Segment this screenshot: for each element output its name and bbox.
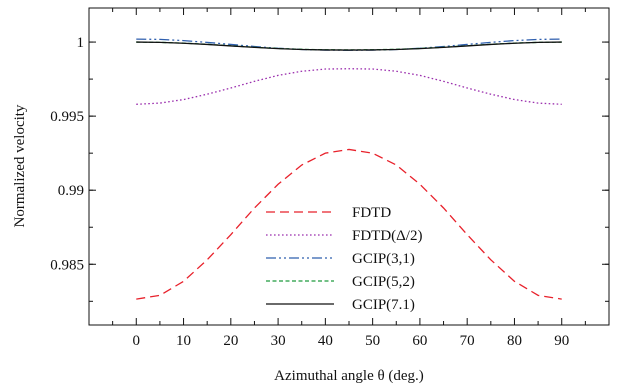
x-tick-label: 50: [365, 333, 380, 349]
series-line-gcip-5-2: [136, 41, 562, 51]
y-tick-label: 1: [77, 35, 85, 51]
x-tick-label: 90: [554, 333, 569, 349]
series-layer: [136, 38, 562, 300]
series-line-fdtd: [136, 148, 562, 300]
series-line-fdtd-2: [136, 68, 562, 105]
x-tick-label: 10: [176, 333, 191, 349]
x-axis-label: Azimuthal angle θ (deg.): [274, 368, 424, 384]
axes-frame: [88, 7, 610, 326]
legend-label: FDTD: [352, 205, 391, 221]
series-line-gcip-7-1: [136, 41, 562, 51]
x-tick-label: 20: [223, 333, 238, 349]
y-tick-label: 0.985: [50, 257, 84, 273]
x-tick-label: 80: [507, 333, 522, 349]
y-axis-label: Normalized velocity: [12, 104, 28, 227]
x-tick-label: 40: [318, 333, 333, 349]
x-tick-label: 30: [271, 333, 286, 349]
plot-area-border: [88, 7, 610, 326]
y-tick-label: 0.99: [58, 183, 84, 199]
ticks-group: 0 10 20 30 40 50 60 70 80 90 0.985 0.99 0.995 1: [50, 8, 609, 349]
legend-label: GCIP(7.1): [352, 297, 415, 313]
y-tick-label: 0.995: [50, 109, 84, 125]
x-tick-label: 60: [412, 333, 427, 349]
legend-label: GCIP(3,1): [352, 251, 415, 267]
x-tick-label: 70: [460, 333, 475, 349]
legend: FDTD FDTD(Δ/2) GCIP(3,1) GCIP(5,2) GCIP(7.1): [266, 205, 422, 313]
legend-label: GCIP(5,2): [352, 274, 415, 290]
legend-label: FDTD(Δ/2): [352, 228, 422, 244]
x-tick-label: 0: [133, 333, 141, 349]
